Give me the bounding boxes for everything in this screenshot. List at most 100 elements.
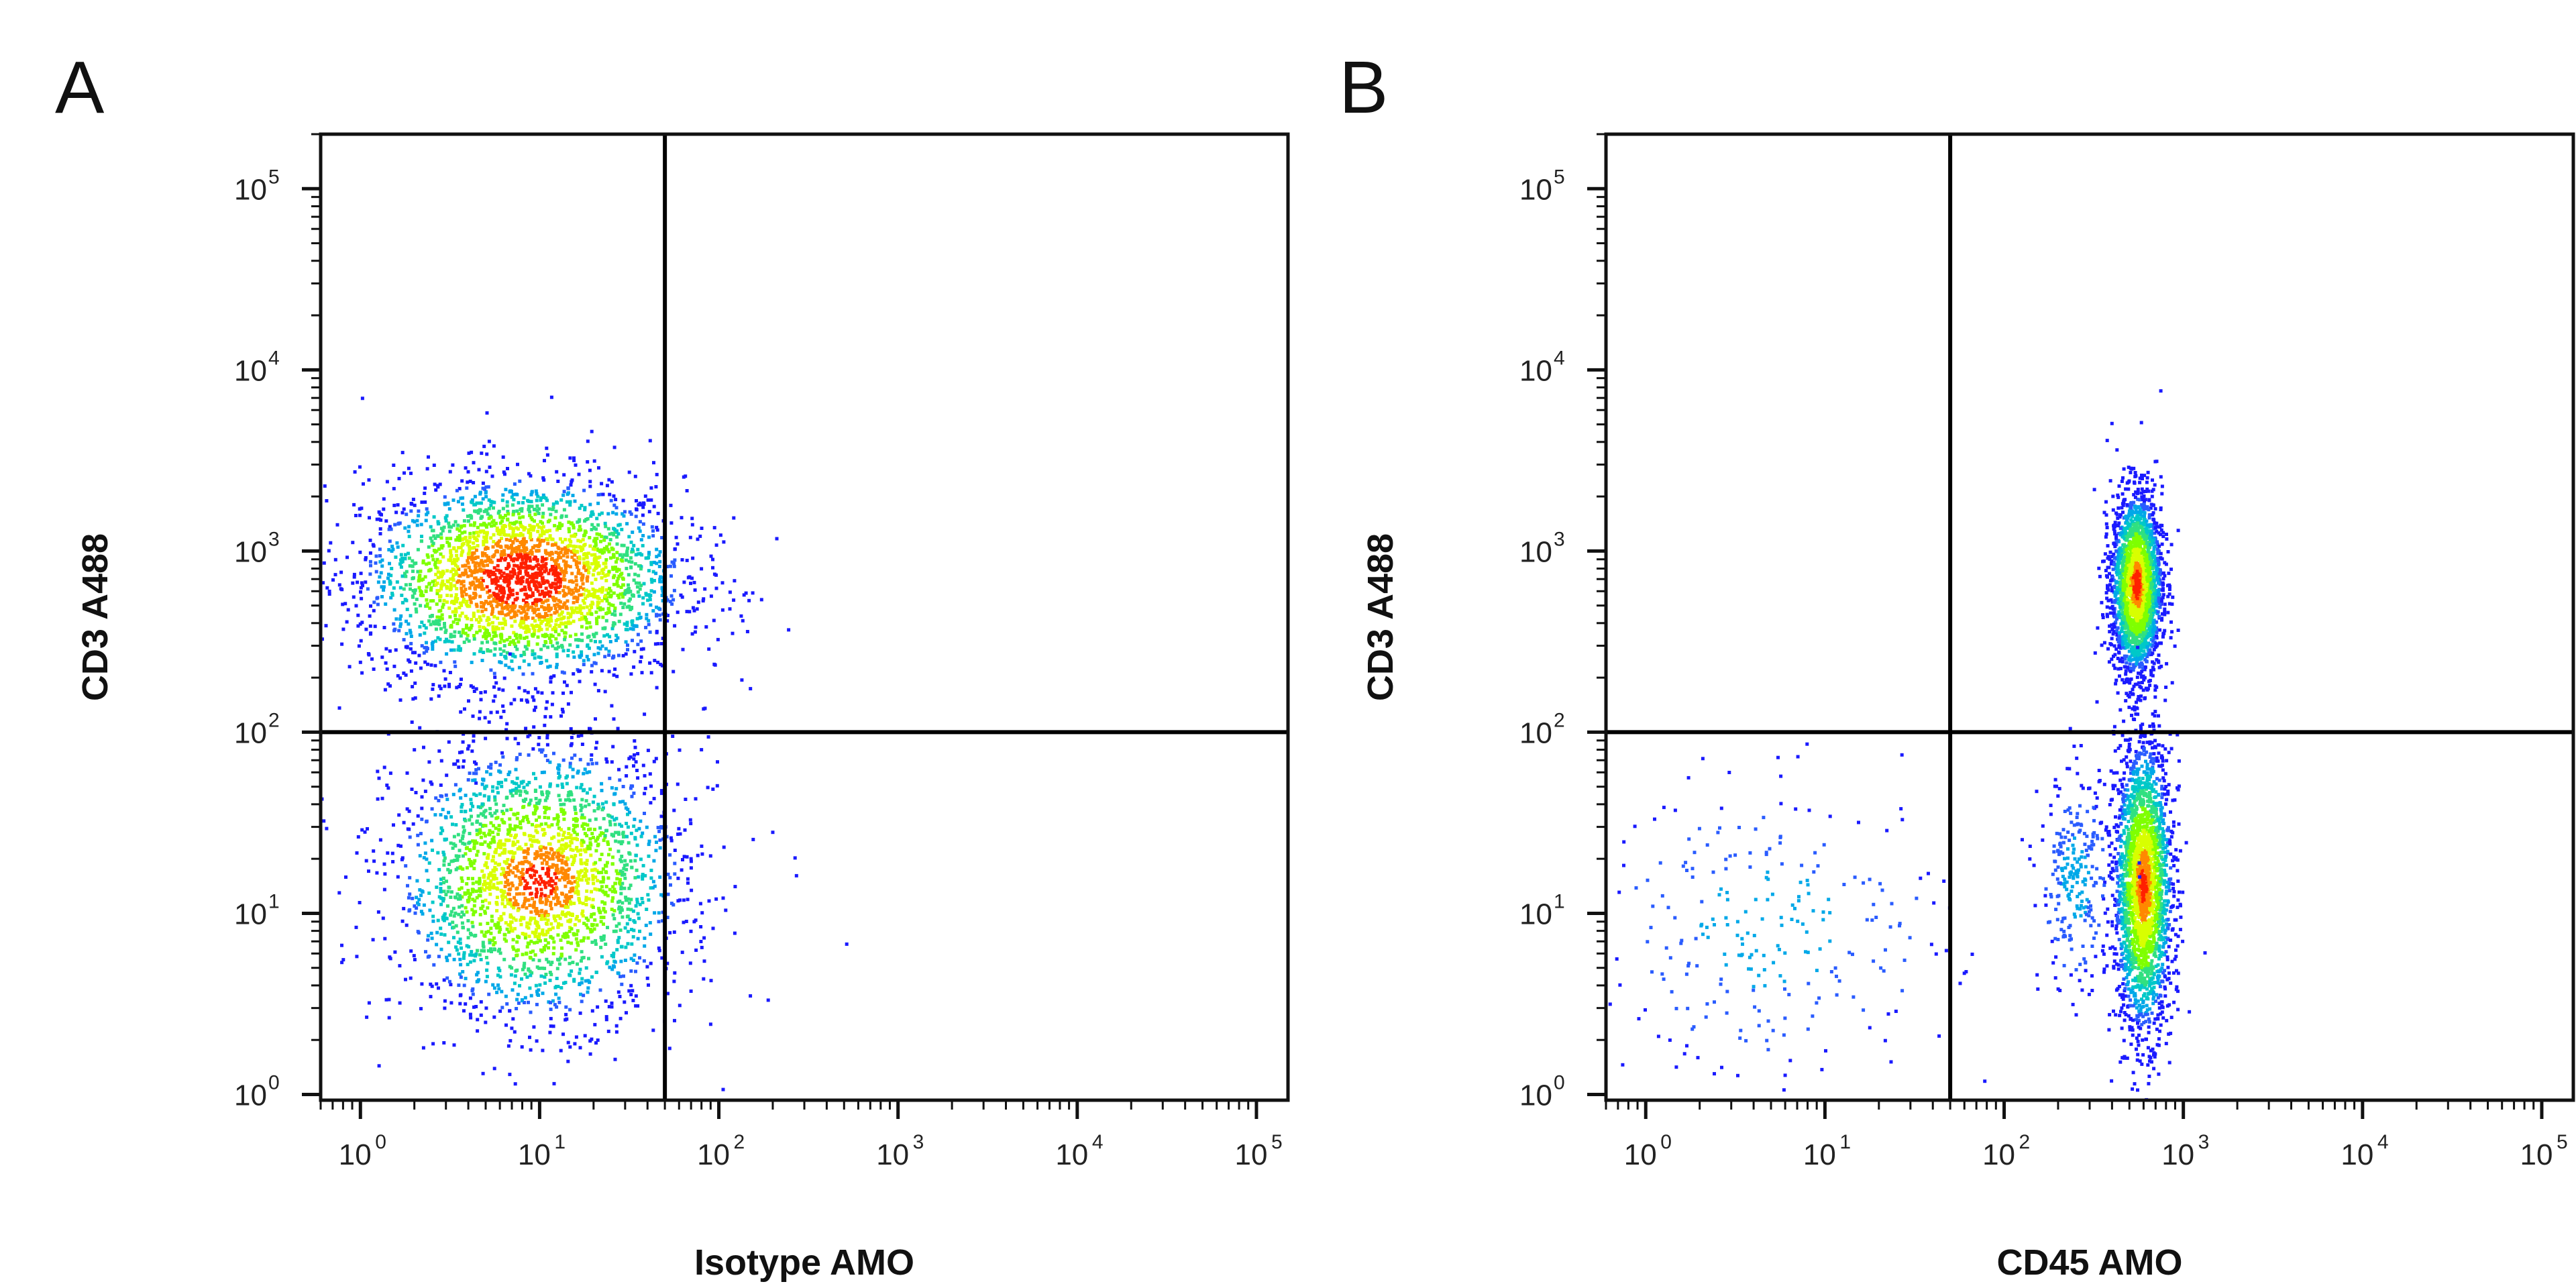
data-point (598, 833, 602, 837)
data-point (672, 808, 676, 812)
data-point (618, 800, 622, 804)
data-point (453, 584, 457, 588)
data-point (564, 884, 568, 888)
data-point (614, 839, 618, 843)
data-point (733, 931, 737, 935)
data-point (404, 583, 408, 587)
data-point (557, 763, 561, 767)
data-point (527, 504, 531, 509)
data-point (413, 651, 417, 655)
data-point (345, 555, 349, 559)
data-point (464, 810, 468, 813)
data-point (506, 561, 511, 566)
data-point (464, 592, 468, 596)
data-point (453, 844, 458, 848)
data-point (409, 647, 413, 651)
data-point (498, 611, 502, 615)
data-point (619, 1016, 623, 1020)
data-point (551, 952, 555, 956)
data-point (613, 960, 617, 964)
data-point (390, 851, 394, 855)
data-point (452, 914, 456, 918)
data-point (482, 831, 486, 835)
data-point (485, 411, 489, 415)
data-point (445, 959, 449, 963)
data-point (559, 954, 564, 958)
data-point (714, 573, 718, 577)
data-point (465, 882, 469, 886)
data-point (472, 541, 476, 545)
data-point (543, 948, 546, 952)
data-point (489, 536, 493, 540)
data-point (525, 870, 529, 874)
data-point (629, 597, 632, 601)
data-point (472, 637, 476, 641)
data-point (481, 481, 485, 485)
data-point (382, 765, 386, 769)
data-point (436, 485, 440, 489)
data-point (447, 507, 451, 511)
data-point (564, 895, 568, 899)
data-point (527, 499, 531, 503)
data-point (461, 834, 465, 838)
data-point (517, 555, 521, 559)
data-point (579, 959, 583, 963)
data-point (497, 930, 501, 934)
data-point (550, 865, 554, 869)
data-point (630, 942, 634, 946)
data-point (387, 1016, 391, 1020)
data-point (602, 634, 606, 638)
data-point (574, 463, 578, 467)
data-point (472, 861, 476, 865)
data-point (588, 1052, 592, 1056)
data-point (566, 586, 570, 590)
data-point (529, 580, 533, 584)
data-point (685, 855, 689, 859)
data-point (539, 647, 543, 651)
data-point (584, 822, 587, 826)
data-point (689, 859, 693, 863)
data-point (594, 861, 598, 865)
data-point (492, 986, 496, 990)
data-point (474, 555, 478, 559)
data-point (616, 653, 621, 657)
data-point (519, 879, 523, 883)
data-point (615, 529, 619, 533)
data-point (621, 512, 625, 516)
data-point (668, 930, 672, 934)
data-point (597, 596, 601, 600)
data-point (641, 602, 645, 606)
data-point (464, 852, 468, 856)
data-point (630, 928, 633, 932)
data-point (462, 913, 466, 917)
data-point (535, 504, 539, 508)
data-point (522, 659, 526, 663)
data-point (543, 754, 547, 757)
data-point (441, 544, 445, 548)
data-point (464, 818, 468, 822)
data-point (447, 953, 451, 957)
data-point (545, 700, 549, 704)
data-point (482, 543, 486, 547)
data-point (507, 665, 511, 670)
data-point (472, 867, 476, 871)
data-point (715, 784, 719, 788)
data-point (502, 843, 506, 847)
data-point (647, 510, 651, 514)
data-point (433, 639, 437, 643)
data-point (544, 561, 548, 566)
data-point (599, 920, 603, 924)
data-point (516, 908, 520, 912)
data-point (596, 879, 600, 883)
data-point (443, 631, 447, 635)
data-point (477, 561, 481, 566)
data-point (458, 601, 462, 605)
data-point (488, 938, 492, 942)
data-point (621, 576, 625, 580)
data-point (401, 543, 405, 547)
data-point (535, 907, 539, 910)
data-point (702, 597, 706, 601)
data-point (458, 972, 462, 976)
data-point (581, 598, 585, 602)
data-point (442, 669, 446, 673)
